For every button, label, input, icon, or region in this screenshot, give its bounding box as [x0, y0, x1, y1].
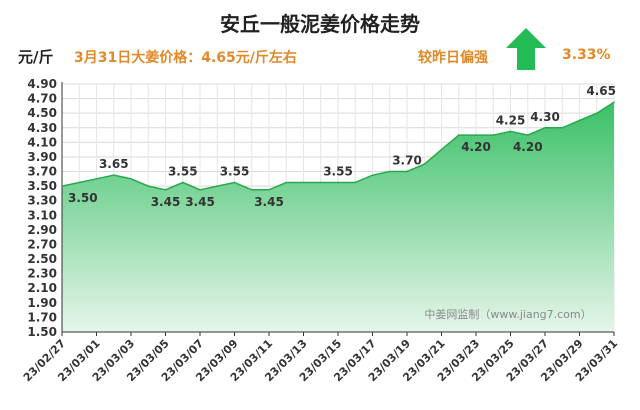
data-label: 3.55	[168, 164, 198, 178]
compare-label: 较昨日偏强	[418, 50, 488, 66]
data-label: 4.25	[496, 113, 526, 127]
y-tick-label: 3.10	[27, 208, 57, 222]
data-point	[61, 185, 63, 187]
data-point	[181, 181, 184, 184]
data-point	[371, 174, 374, 176]
data-point	[595, 112, 598, 114]
data-point	[561, 126, 564, 129]
data-label: 4.30	[530, 110, 560, 124]
y-tick-label: 4.10	[27, 135, 57, 149]
data-point	[199, 188, 201, 191]
data-point	[544, 126, 546, 129]
data-label: 4.20	[513, 140, 543, 154]
data-point	[337, 181, 339, 184]
y-tick-label: 2.50	[27, 252, 57, 266]
y-tick-label: 3.70	[27, 165, 57, 179]
up-arrow-icon	[506, 28, 546, 70]
data-label: 3.55	[323, 164, 353, 178]
data-label: 3.45	[151, 195, 181, 209]
chart-title: 安丘一般泥姜价格走势	[220, 12, 420, 36]
data-label: 3.45	[185, 195, 215, 209]
data-point	[492, 134, 495, 136]
y-tick-label: 4.70	[27, 92, 57, 106]
data-label: 4.65	[586, 84, 616, 98]
data-label: 3.50	[68, 191, 98, 205]
data-point	[95, 178, 98, 180]
y-tick-label: 1.90	[27, 296, 57, 310]
data-point	[78, 181, 81, 184]
y-tick-label: 4.50	[27, 106, 57, 120]
data-point	[216, 185, 219, 187]
data-point	[509, 130, 512, 133]
y-tick-label: 2.30	[27, 267, 57, 281]
data-point	[388, 170, 391, 173]
data-point	[147, 185, 150, 187]
data-label: 3.55	[220, 164, 250, 178]
data-point	[130, 178, 132, 180]
data-label: 3.45	[254, 195, 284, 209]
y-tick-label: 3.90	[27, 150, 57, 164]
y-tick-label: 1.70	[27, 310, 57, 324]
data-labels: 3.50 3.65 3.45 3.55 3.45 3.55 3.45 3.55 3.70 4.20…	[61, 84, 616, 209]
data-point	[423, 163, 426, 166]
data-label: 4.20	[461, 140, 491, 154]
data-point	[164, 188, 167, 191]
data-point	[406, 170, 408, 173]
data-point	[354, 181, 357, 184]
y-tick-label: 1.50	[27, 325, 57, 339]
watermark-text: 中姜网监制（www.jiang7.com）	[424, 307, 591, 321]
data-point	[440, 148, 443, 151]
data-point	[285, 181, 288, 184]
price-headline: 3月31日大姜价格：4.65元/斤左右	[74, 50, 297, 66]
data-point	[475, 134, 477, 136]
data-point	[613, 101, 615, 104]
data-point	[268, 188, 270, 191]
compare-value: 3.33%	[562, 47, 611, 63]
data-point	[526, 134, 529, 136]
y-tick-label: 3.50	[27, 179, 57, 193]
y-tick-label: 3.30	[27, 194, 57, 208]
y-tick-label: 2.70	[27, 237, 57, 251]
y-tick-label: 4.90	[27, 77, 57, 91]
y-tick-label: 2.90	[27, 223, 57, 237]
data-label: 3.70	[392, 154, 422, 168]
data-point	[250, 188, 253, 191]
area-fill	[62, 102, 614, 332]
data-point	[319, 181, 322, 184]
y-tick-label: 4.30	[27, 121, 57, 135]
data-point	[233, 181, 236, 184]
data-point	[112, 174, 115, 176]
data-point	[457, 134, 460, 136]
data-point	[302, 181, 305, 184]
data-label: 3.65	[99, 157, 129, 171]
data-point	[578, 119, 581, 122]
y-tick-label: 2.10	[27, 281, 57, 295]
unit-label: 元/斤	[18, 48, 54, 66]
